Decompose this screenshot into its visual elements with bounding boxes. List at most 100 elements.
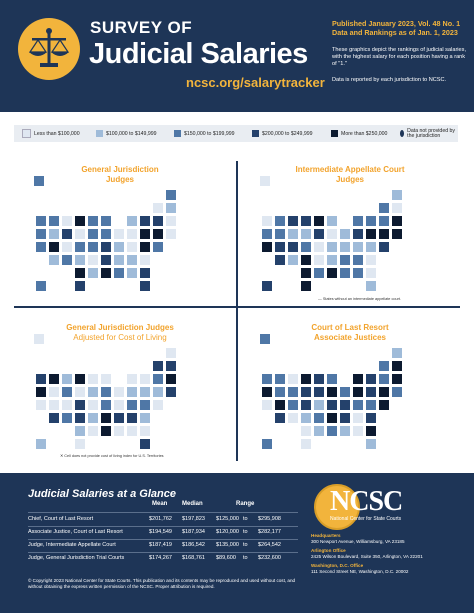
copyright-text: © Copyright 2023 National Center for Sta…: [28, 578, 296, 589]
row-divider: [28, 539, 298, 540]
salary-tracker-link[interactable]: ncsc.org/salarytracker: [186, 75, 325, 90]
state-tile: [153, 216, 163, 226]
state-tile: [153, 400, 163, 410]
state-tile: [340, 255, 350, 265]
legend-item: More than $250,000: [331, 129, 387, 138]
publication-info: Published January 2023, Vol. 48 No. 1 Da…: [332, 19, 461, 37]
map-title-intermediate-appellate: Intermediate Appellate Court Judges: [295, 165, 405, 184]
state-tile: [392, 361, 402, 371]
state-tile: [166, 348, 176, 358]
state-tile: [301, 400, 311, 410]
state-tile: [166, 216, 176, 226]
state-tile: [327, 255, 337, 265]
table-row: Judge, Intermediate Appellate Court $187,…: [28, 542, 281, 548]
table-row: Chief, Court of Last Resort $201,762 $197,…: [28, 516, 281, 522]
state-tile: [49, 242, 59, 252]
state-tile: [340, 387, 350, 397]
map-title-general-jurisdiction: General Jurisdiction Judges: [81, 165, 159, 184]
state-tile: [353, 374, 363, 384]
col-note: ✕ Cell does not provide cost of living i…: [60, 454, 164, 458]
state-tile: [75, 400, 85, 410]
state-tile: [340, 413, 350, 423]
state-tile: [301, 387, 311, 397]
state-tile: [114, 255, 124, 265]
legend-item: $100,000 to $149,999: [96, 129, 156, 138]
state-tile: [88, 242, 98, 252]
state-tile: [88, 374, 98, 384]
state-tile: [262, 229, 272, 239]
state-tile: [127, 387, 137, 397]
state-tile: [49, 229, 59, 239]
state-tile: [275, 374, 285, 384]
legend-item: $200,000 to $249,999: [252, 129, 312, 138]
state-tile: [340, 229, 350, 239]
state-tile: [101, 268, 111, 278]
state-tile: [392, 387, 402, 397]
state-tile: [166, 374, 176, 384]
state-tile: [288, 255, 298, 265]
description-text: These graphics depict the rankings of ju…: [332, 47, 467, 67]
data-source-note: Data is reported by each jurisdiction to…: [332, 77, 447, 83]
state-tile: [392, 203, 402, 213]
state-tile: [379, 374, 389, 384]
state-tile: [75, 242, 85, 252]
state-tile: [127, 242, 137, 252]
scales-of-justice-icon: [18, 18, 80, 80]
state-tile: [34, 334, 44, 344]
state-tile: [49, 400, 59, 410]
state-tile: [49, 374, 59, 384]
state-tile: [353, 413, 363, 423]
state-tile: [340, 268, 350, 278]
state-tile: [314, 413, 324, 423]
state-tile: [88, 387, 98, 397]
state-tile: [262, 400, 272, 410]
ncsc-full-name: National Center for State Courts: [330, 516, 402, 522]
state-tile: [301, 268, 311, 278]
state-tile: [153, 229, 163, 239]
state-tile: [88, 268, 98, 278]
state-tile: [49, 216, 59, 226]
state-tile: [262, 216, 272, 226]
state-tile: [62, 387, 72, 397]
state-tile: [379, 400, 389, 410]
state-tile: [75, 255, 85, 265]
state-tile: [314, 255, 324, 265]
state-tile: [140, 281, 150, 291]
state-tile: [366, 268, 376, 278]
state-tile: [75, 387, 85, 397]
state-tile: [34, 176, 44, 186]
state-tile: [275, 216, 285, 226]
state-tile: [140, 268, 150, 278]
state-tile: [101, 426, 111, 436]
col-head-mean: Mean: [152, 501, 168, 507]
state-tile: [353, 426, 363, 436]
state-tile: [353, 400, 363, 410]
state-tile: [75, 229, 85, 239]
state-tile: [353, 242, 363, 252]
state-tile: [62, 413, 72, 423]
state-tile: [379, 216, 389, 226]
state-tile: [353, 255, 363, 265]
state-tile: [327, 268, 337, 278]
state-tile: [153, 203, 163, 213]
state-tile: [301, 229, 311, 239]
state-tile: [327, 400, 337, 410]
state-tile: [379, 361, 389, 371]
state-tile: [301, 281, 311, 291]
state-tile: [366, 387, 376, 397]
state-tile: [62, 374, 72, 384]
state-tile: [262, 281, 272, 291]
state-tile: [314, 426, 324, 436]
state-tile: [262, 387, 272, 397]
state-tile: [75, 374, 85, 384]
state-tile: [288, 413, 298, 423]
state-tile: [101, 400, 111, 410]
state-tile: [314, 400, 324, 410]
state-tile: [62, 400, 72, 410]
state-tile: [153, 374, 163, 384]
state-tile: [140, 439, 150, 449]
state-tile: [288, 242, 298, 252]
state-tile: [49, 255, 59, 265]
state-tile: [140, 229, 150, 239]
state-tile: [262, 242, 272, 252]
